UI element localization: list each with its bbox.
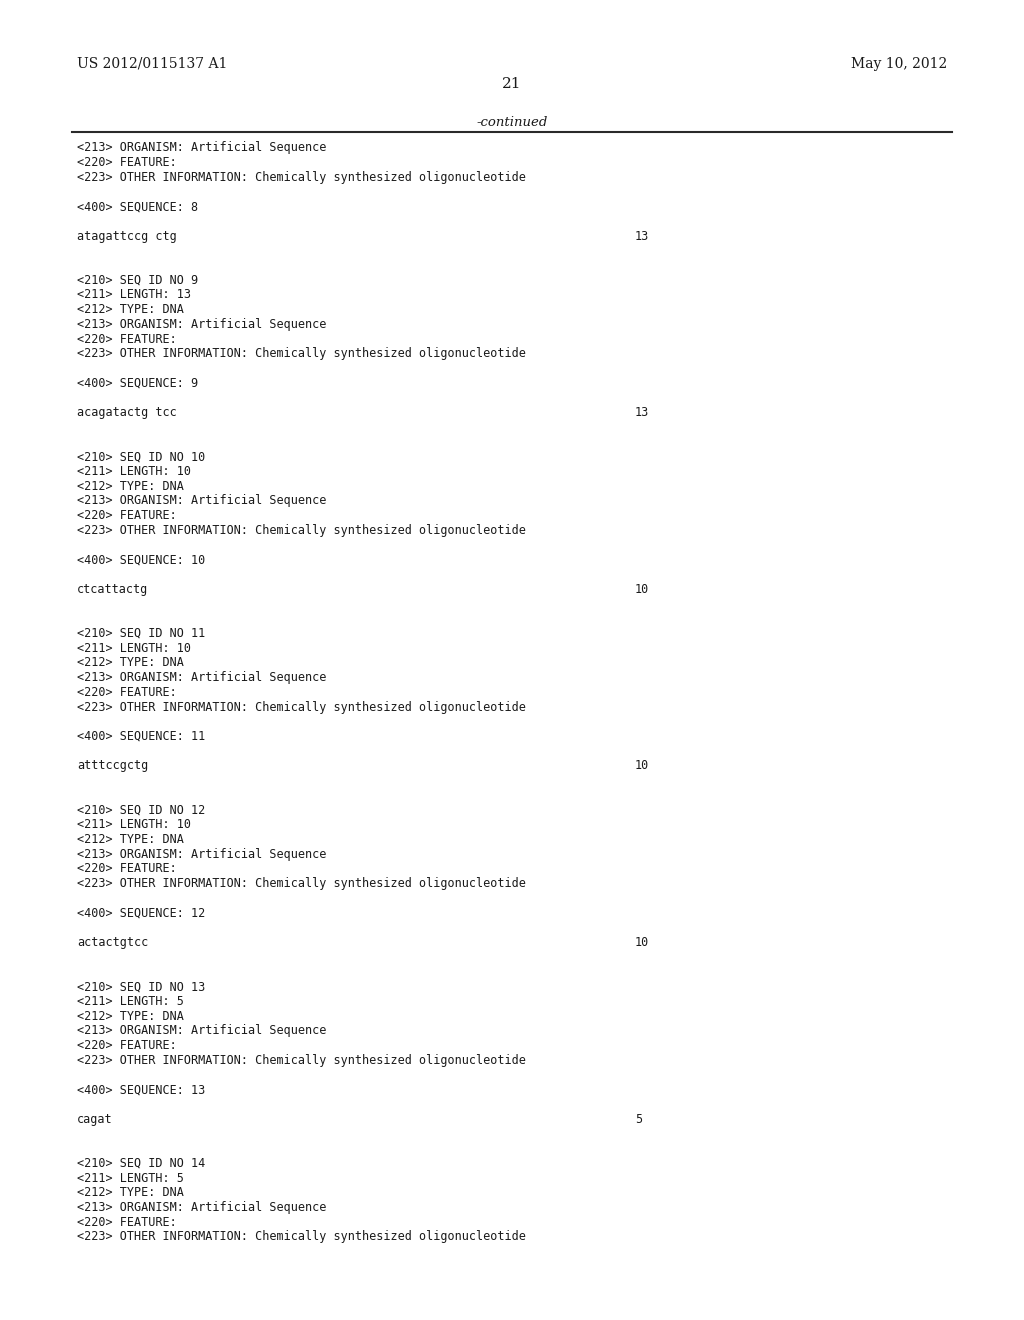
Text: US 2012/0115137 A1: US 2012/0115137 A1 — [77, 57, 227, 71]
Text: 10: 10 — [635, 936, 649, 949]
Text: <210> SEQ ID NO 13: <210> SEQ ID NO 13 — [77, 981, 205, 993]
Text: <211> LENGTH: 10: <211> LENGTH: 10 — [77, 642, 190, 655]
Text: -continued: -continued — [476, 116, 548, 129]
Text: <213> ORGANISM: Artificial Sequence: <213> ORGANISM: Artificial Sequence — [77, 1024, 327, 1038]
Text: <211> LENGTH: 5: <211> LENGTH: 5 — [77, 995, 183, 1008]
Text: 5: 5 — [635, 1113, 642, 1126]
Text: actactgtcc: actactgtcc — [77, 936, 148, 949]
Text: <400> SEQUENCE: 11: <400> SEQUENCE: 11 — [77, 730, 205, 743]
Text: 10: 10 — [635, 759, 649, 772]
Text: <210> SEQ ID NO 10: <210> SEQ ID NO 10 — [77, 450, 205, 463]
Text: cagat: cagat — [77, 1113, 113, 1126]
Text: <220> FEATURE:: <220> FEATURE: — [77, 156, 176, 169]
Text: <211> LENGTH: 13: <211> LENGTH: 13 — [77, 289, 190, 301]
Text: acagatactg tcc: acagatactg tcc — [77, 407, 176, 420]
Text: <210> SEQ ID NO 12: <210> SEQ ID NO 12 — [77, 804, 205, 817]
Text: <220> FEATURE:: <220> FEATURE: — [77, 686, 176, 698]
Text: <223> OTHER INFORMATION: Chemically synthesized oligonucleotide: <223> OTHER INFORMATION: Chemically synt… — [77, 347, 525, 360]
Text: <223> OTHER INFORMATION: Chemically synthesized oligonucleotide: <223> OTHER INFORMATION: Chemically synt… — [77, 170, 525, 183]
Text: <210> SEQ ID NO 9: <210> SEQ ID NO 9 — [77, 273, 198, 286]
Text: <212> TYPE: DNA: <212> TYPE: DNA — [77, 656, 183, 669]
Text: May 10, 2012: May 10, 2012 — [851, 57, 947, 71]
Text: <223> OTHER INFORMATION: Chemically synthesized oligonucleotide: <223> OTHER INFORMATION: Chemically synt… — [77, 1053, 525, 1067]
Text: 21: 21 — [502, 77, 522, 91]
Text: <212> TYPE: DNA: <212> TYPE: DNA — [77, 1010, 183, 1023]
Text: 10: 10 — [635, 583, 649, 595]
Text: <213> ORGANISM: Artificial Sequence: <213> ORGANISM: Artificial Sequence — [77, 847, 327, 861]
Text: <223> OTHER INFORMATION: Chemically synthesized oligonucleotide: <223> OTHER INFORMATION: Chemically synt… — [77, 876, 525, 890]
Text: atagattccg ctg: atagattccg ctg — [77, 230, 176, 243]
Text: 13: 13 — [635, 407, 649, 420]
Text: <223> OTHER INFORMATION: Chemically synthesized oligonucleotide: <223> OTHER INFORMATION: Chemically synt… — [77, 1230, 525, 1243]
Text: <220> FEATURE:: <220> FEATURE: — [77, 862, 176, 875]
Text: 13: 13 — [635, 230, 649, 243]
Text: <211> LENGTH: 10: <211> LENGTH: 10 — [77, 818, 190, 832]
Text: <400> SEQUENCE: 8: <400> SEQUENCE: 8 — [77, 201, 198, 213]
Text: <223> OTHER INFORMATION: Chemically synthesized oligonucleotide: <223> OTHER INFORMATION: Chemically synt… — [77, 524, 525, 537]
Text: <213> ORGANISM: Artificial Sequence: <213> ORGANISM: Artificial Sequence — [77, 495, 327, 507]
Text: <400> SEQUENCE: 9: <400> SEQUENCE: 9 — [77, 376, 198, 389]
Text: <212> TYPE: DNA: <212> TYPE: DNA — [77, 833, 183, 846]
Text: <213> ORGANISM: Artificial Sequence: <213> ORGANISM: Artificial Sequence — [77, 141, 327, 154]
Text: <213> ORGANISM: Artificial Sequence: <213> ORGANISM: Artificial Sequence — [77, 318, 327, 331]
Text: <212> TYPE: DNA: <212> TYPE: DNA — [77, 304, 183, 315]
Text: <220> FEATURE:: <220> FEATURE: — [77, 510, 176, 523]
Text: <223> OTHER INFORMATION: Chemically synthesized oligonucleotide: <223> OTHER INFORMATION: Chemically synt… — [77, 701, 525, 714]
Text: <220> FEATURE:: <220> FEATURE: — [77, 1216, 176, 1229]
Text: <211> LENGTH: 10: <211> LENGTH: 10 — [77, 465, 190, 478]
Text: <400> SEQUENCE: 10: <400> SEQUENCE: 10 — [77, 553, 205, 566]
Text: <210> SEQ ID NO 11: <210> SEQ ID NO 11 — [77, 627, 205, 640]
Text: <213> ORGANISM: Artificial Sequence: <213> ORGANISM: Artificial Sequence — [77, 671, 327, 684]
Text: ctcattactg: ctcattactg — [77, 583, 148, 595]
Text: atttccgctg: atttccgctg — [77, 759, 148, 772]
Text: <220> FEATURE:: <220> FEATURE: — [77, 1039, 176, 1052]
Text: <210> SEQ ID NO 14: <210> SEQ ID NO 14 — [77, 1156, 205, 1170]
Text: <220> FEATURE:: <220> FEATURE: — [77, 333, 176, 346]
Text: <400> SEQUENCE: 13: <400> SEQUENCE: 13 — [77, 1084, 205, 1096]
Text: <400> SEQUENCE: 12: <400> SEQUENCE: 12 — [77, 907, 205, 920]
Text: <211> LENGTH: 5: <211> LENGTH: 5 — [77, 1172, 183, 1184]
Text: <212> TYPE: DNA: <212> TYPE: DNA — [77, 1187, 183, 1199]
Text: <212> TYPE: DNA: <212> TYPE: DNA — [77, 479, 183, 492]
Text: <213> ORGANISM: Artificial Sequence: <213> ORGANISM: Artificial Sequence — [77, 1201, 327, 1214]
